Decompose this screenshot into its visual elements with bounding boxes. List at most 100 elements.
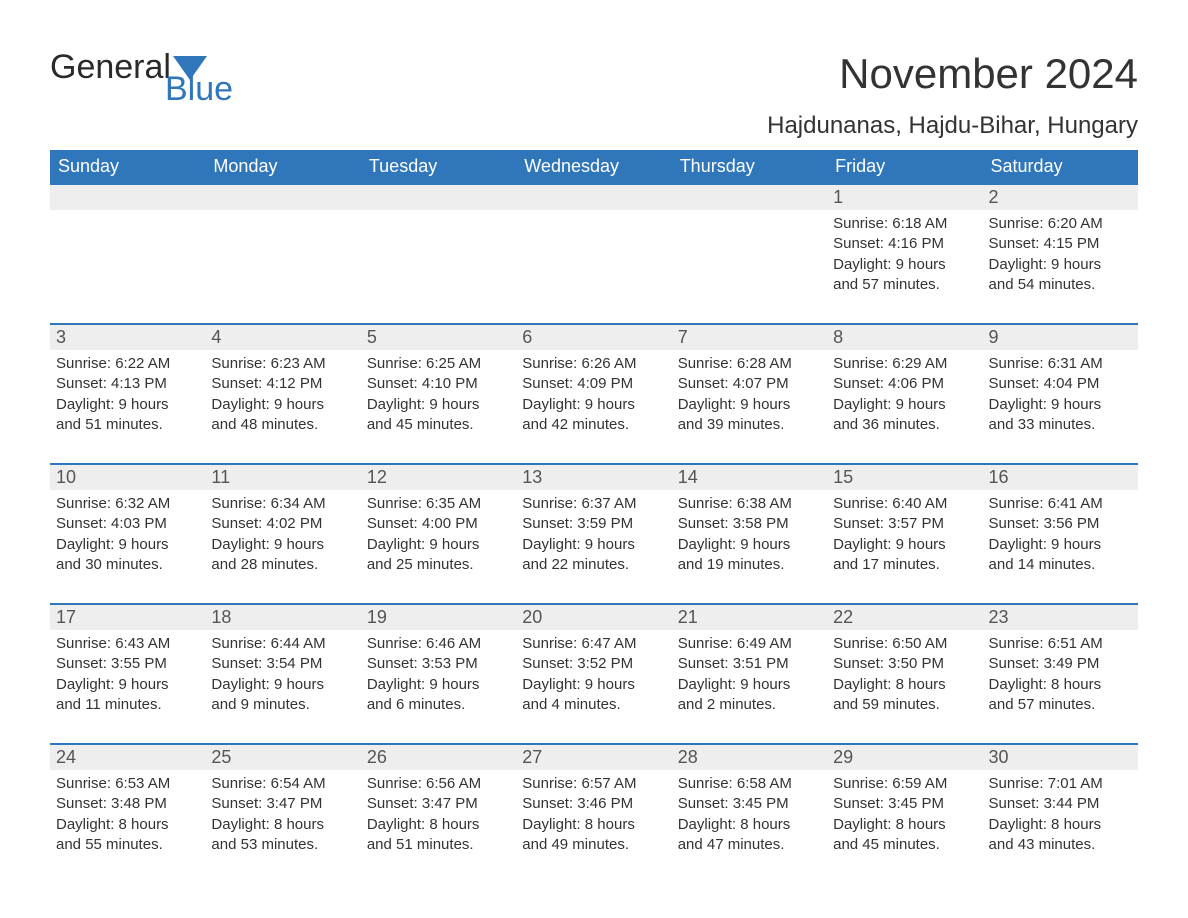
calendar-body: 1Sunrise: 6:18 AMSunset: 4:16 PMDaylight… [50, 184, 1138, 864]
day-sunrise: Sunrise: 6:34 AM [211, 494, 354, 514]
calendar-week-row: 24 Sunrise: 6:53 AMSunset: 3:48 PM Dayligh… [50, 744, 1138, 864]
day-details: Sunrise: 6:46 AMSunset: 3:53 PMDaylight:… [361, 630, 516, 723]
day-details: Sunrise: 6:28 AMSunset: 4:07 PMDaylight:… [672, 350, 827, 443]
day-number: 22 [827, 605, 982, 630]
day-details: Sunrise: 6:40 AMSunset: 3:57 PMDaylight:… [827, 490, 982, 583]
day-sunrise: Sunrise: 6:26 AM [522, 354, 665, 374]
day-daylight1: Daylight: 9 hours [211, 675, 354, 695]
day-daylight2: and 25 minutes. [367, 555, 510, 575]
calendar-day-cell: 22Sunrise: 6:50 AMSunset: 3:50 PMDayligh… [827, 604, 982, 744]
day-daylight1: Daylight: 9 hours [56, 535, 199, 555]
day-daylight1: Daylight: 9 hours [211, 535, 354, 555]
calendar-table: Sunday Monday Tuesday Wednesday Thursday… [50, 150, 1138, 864]
day-sunrise: Sunrise: 6:51 AM [989, 634, 1132, 654]
day-sunset: Sunset: 3:51 PM [678, 654, 821, 674]
day-sunrise: Sunrise: 6:44 AM [211, 634, 354, 654]
day-daylight1: Daylight: 8 hours [989, 675, 1132, 695]
calendar-day-cell: 6Sunrise: 6:26 AMSunset: 4:09 PMDaylight… [516, 324, 671, 464]
day-daylight2: and 2 minutes. [678, 695, 821, 715]
calendar-week-row: 17Sunrise: 6:43 AMSunset: 3:55 PMDayligh… [50, 604, 1138, 744]
day-sunrise: Sunrise: 6:28 AM [678, 354, 821, 374]
day-sunrise: Sunrise: 6:20 AM [989, 214, 1132, 234]
day-number [516, 185, 671, 210]
day-details [50, 210, 205, 222]
day-sunset: Sunset: 4:10 PM [367, 374, 510, 394]
day-sunrise: Sunrise: 6:53 AM [56, 774, 199, 794]
day-details: Sunrise: 6:20 AMSunset: 4:15 PMDaylight:… [983, 210, 1138, 303]
day-sunrise: Sunrise: 6:41 AM [989, 494, 1132, 514]
day-sunset: Sunset: 3:45 PM [678, 794, 821, 814]
day-daylight2: and 45 minutes. [833, 835, 976, 855]
day-daylight2: and 55 minutes. [56, 835, 199, 855]
calendar-day-cell: 18Sunrise: 6:44 AMSunset: 3:54 PMDayligh… [205, 604, 360, 744]
calendar-day-cell: 13Sunrise: 6:37 AMSunset: 3:59 PMDayligh… [516, 464, 671, 604]
day-details: Sunrise: 6:47 AMSunset: 3:52 PMDaylight:… [516, 630, 671, 723]
day-daylight2: and 36 minutes. [833, 415, 976, 435]
day-number: 3 [50, 325, 205, 350]
day-daylight2: and 49 minutes. [522, 835, 665, 855]
day-daylight2: and 57 minutes. [989, 695, 1132, 715]
calendar-day-cell: 29Sunrise: 6:59 AMSunset: 3:45 PMDayligh… [827, 744, 982, 864]
day-details: Sunrise: 6:59 AMSunset: 3:45 PMDaylight:… [827, 770, 982, 863]
day-number: 26 [361, 745, 516, 770]
location-subtitle: Hajdunanas, Hajdu-Bihar, Hungary [50, 112, 1138, 140]
day-sunrise: Sunrise: 6:50 AM [833, 634, 976, 654]
calendar-day-cell: 8Sunrise: 6:29 AMSunset: 4:06 PMDaylight… [827, 324, 982, 464]
day-sunrise: Sunrise: 6:59 AM [833, 774, 976, 794]
day-sunrise: Sunrise: 6:56 AM [367, 774, 510, 794]
day-daylight1: Daylight: 8 hours [833, 675, 976, 695]
day-sunrise: Sunrise: 6:46 AM [367, 634, 510, 654]
day-sunset: Sunset: 4:12 PM [211, 374, 354, 394]
day-number: 27 [516, 745, 671, 770]
month-title: November 2024 [839, 50, 1138, 98]
day-number: 19 [361, 605, 516, 630]
calendar-day-cell: 7Sunrise: 6:28 AMSunset: 4:07 PMDaylight… [672, 324, 827, 464]
day-details: Sunrise: 6:49 AMSunset: 3:51 PMDaylight:… [672, 630, 827, 723]
day-daylight2: and 4 minutes. [522, 695, 665, 715]
day-number: 28 [672, 745, 827, 770]
day-daylight2: and 14 minutes. [989, 555, 1132, 575]
day-details: Sunrise: 6:58 AMSunset: 3:45 PMDaylight:… [672, 770, 827, 863]
day-daylight2: and 28 minutes. [211, 555, 354, 575]
day-number: 10 [50, 465, 205, 490]
day-daylight1: Daylight: 9 hours [678, 675, 821, 695]
day-number: 9 [983, 325, 1138, 350]
day-daylight2: and 53 minutes. [211, 835, 354, 855]
calendar-day-cell [50, 184, 205, 324]
day-daylight1: Daylight: 8 hours [522, 815, 665, 835]
day-daylight2: and 9 minutes. [211, 695, 354, 715]
day-daylight1: Daylight: 9 hours [522, 535, 665, 555]
day-number [205, 185, 360, 210]
day-sunrise: Sunrise: 6:31 AM [989, 354, 1132, 374]
day-details: Sunrise: 6:29 AMSunset: 4:06 PMDaylight:… [827, 350, 982, 443]
day-sunset: Sunset: 4:16 PM [833, 234, 976, 254]
day-daylight2: and 30 minutes. [56, 555, 199, 575]
day-details: Sunrise: 6:57 AMSunset: 3:46 PMDaylight:… [516, 770, 671, 863]
day-details: Sunrise: 6:23 AMSunset: 4:12 PMDaylight:… [205, 350, 360, 443]
day-number: 2 [983, 185, 1138, 210]
day-details: Sunrise: 6:22 AMSunset: 4:13 PMDaylight:… [50, 350, 205, 443]
weekday-header: Wednesday [516, 150, 671, 184]
day-sunset: Sunset: 3:56 PM [989, 514, 1132, 534]
day-number: 30 [983, 745, 1138, 770]
day-number: 23 [983, 605, 1138, 630]
day-sunset: Sunset: 3:46 PM [522, 794, 665, 814]
day-sunrise: Sunrise: 6:29 AM [833, 354, 976, 374]
day-number: 24 [50, 745, 205, 770]
day-details: Sunrise: 6:51 AMSunset: 3:49 PMDaylight:… [983, 630, 1138, 723]
day-details: Sunrise: 6:41 AMSunset: 3:56 PMDaylight:… [983, 490, 1138, 583]
calendar-day-cell: 4Sunrise: 6:23 AMSunset: 4:12 PMDaylight… [205, 324, 360, 464]
day-daylight1: Daylight: 8 hours [211, 815, 354, 835]
day-daylight1: Daylight: 8 hours [367, 815, 510, 835]
day-daylight1: Daylight: 9 hours [833, 255, 976, 275]
day-sunrise: Sunrise: 6:49 AM [678, 634, 821, 654]
day-sunset: Sunset: 4:15 PM [989, 234, 1132, 254]
day-number: 1 [827, 185, 982, 210]
day-sunset: Sunset: 3:53 PM [367, 654, 510, 674]
day-details: Sunrise: 6:37 AMSunset: 3:59 PMDaylight:… [516, 490, 671, 583]
day-sunrise: Sunrise: 6:32 AM [56, 494, 199, 514]
calendar-day-cell: 9Sunrise: 6:31 AMSunset: 4:04 PMDaylight… [983, 324, 1138, 464]
calendar-week-row: 10Sunrise: 6:32 AMSunset: 4:03 PMDayligh… [50, 464, 1138, 604]
day-sunrise: Sunrise: 6:25 AM [367, 354, 510, 374]
day-sunset: Sunset: 3:48 PM [56, 794, 199, 814]
